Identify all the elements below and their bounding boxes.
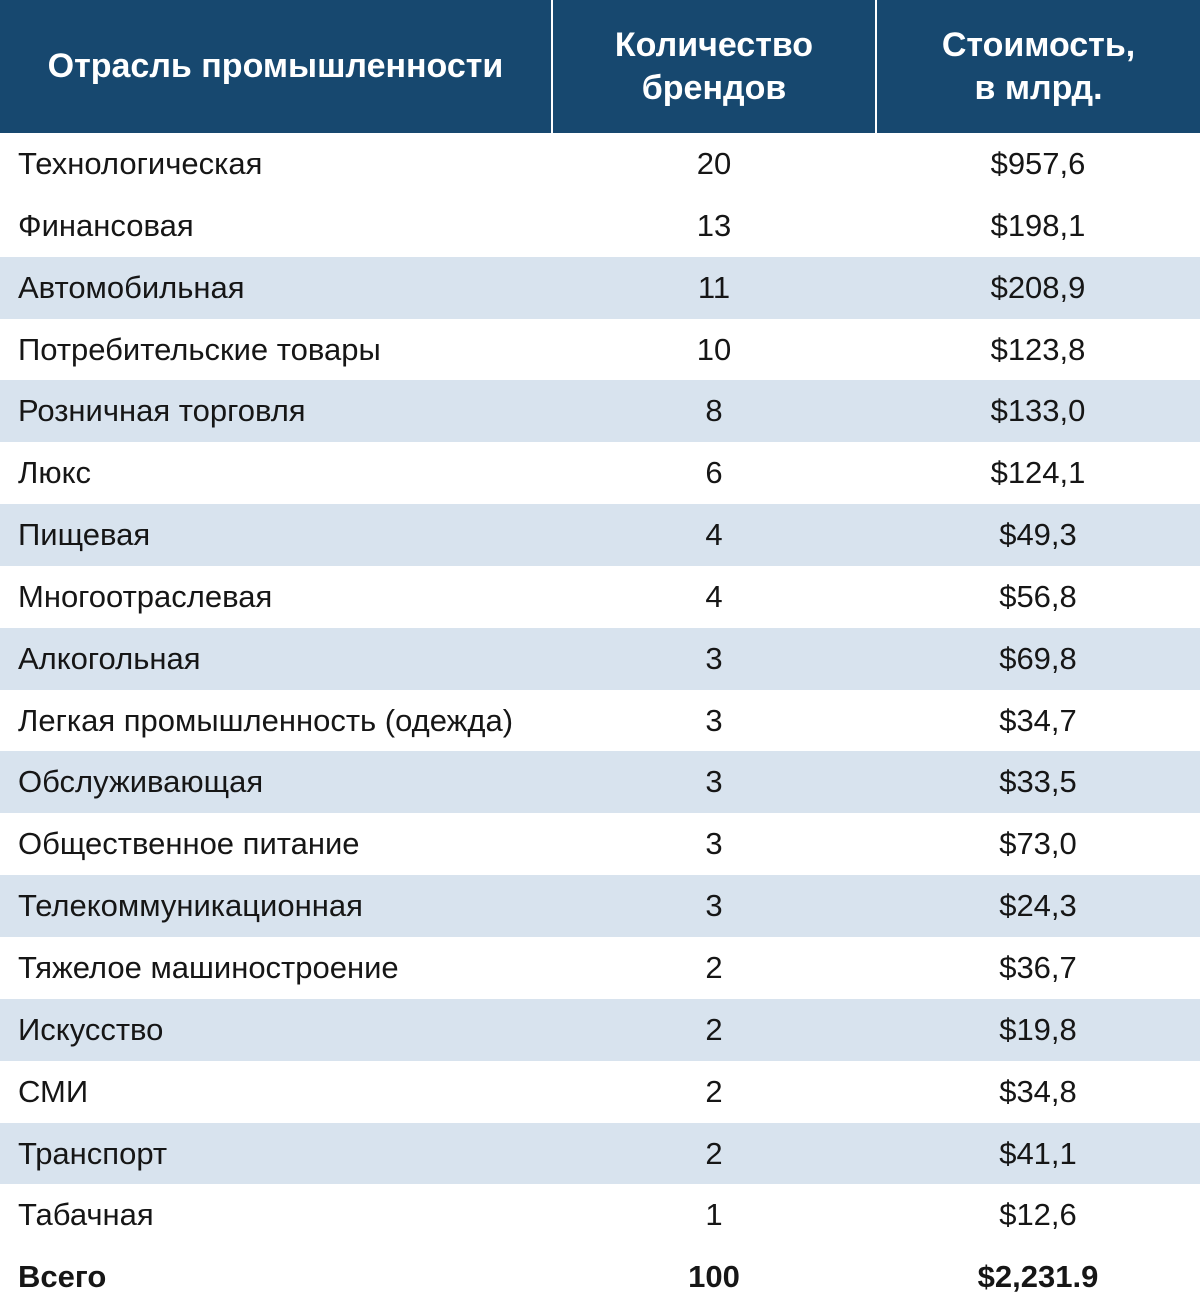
cell-industry: Многоотраслевая bbox=[0, 566, 552, 628]
cell-industry: Пищевая bbox=[0, 504, 552, 566]
cell-value: $124,1 bbox=[876, 442, 1200, 504]
cell-brands: 6 bbox=[552, 442, 876, 504]
table-row: Пищевая4$49,3 bbox=[0, 504, 1200, 566]
cell-value: $49,3 bbox=[876, 504, 1200, 566]
table-total-row: Всего100$2,231.9 bbox=[0, 1246, 1200, 1308]
cell-brands: 3 bbox=[552, 690, 876, 752]
cell-value: $19,8 bbox=[876, 999, 1200, 1061]
header-brands-label-line2: брендов bbox=[642, 69, 786, 107]
cell-value: $34,7 bbox=[876, 690, 1200, 752]
header-value: Стоимость, в млрд. bbox=[876, 0, 1200, 133]
cell-value: $208,9 bbox=[876, 257, 1200, 319]
table-row: Обслуживающая3$33,5 bbox=[0, 751, 1200, 813]
table-row: Технологическая20$957,6 bbox=[0, 133, 1200, 195]
table-row: Телекоммуникационная3$24,3 bbox=[0, 875, 1200, 937]
table-row: Люкс6$124,1 bbox=[0, 442, 1200, 504]
cell-brands: 3 bbox=[552, 628, 876, 690]
cell-value: $12,6 bbox=[876, 1184, 1200, 1246]
cell-value: $34,8 bbox=[876, 1061, 1200, 1123]
cell-industry: Люкс bbox=[0, 442, 552, 504]
cell-value: $198,1 bbox=[876, 195, 1200, 257]
table-row: Транспорт2$41,1 bbox=[0, 1123, 1200, 1185]
cell-value: $957,6 bbox=[876, 133, 1200, 195]
header-value-label-line1: Стоимость, bbox=[942, 26, 1135, 64]
cell-brands: 1 bbox=[552, 1184, 876, 1246]
cell-industry: Потребительские товары bbox=[0, 319, 552, 381]
cell-brands: 4 bbox=[552, 504, 876, 566]
table-row: Тяжелое машиностроение2$36,7 bbox=[0, 937, 1200, 999]
cell-industry: Алкогольная bbox=[0, 628, 552, 690]
cell-industry: Табачная bbox=[0, 1184, 552, 1246]
cell-brands: 10 bbox=[552, 319, 876, 381]
cell-industry: Розничная торговля bbox=[0, 380, 552, 442]
cell-brands: 3 bbox=[552, 751, 876, 813]
table-row: Общественное питание3$73,0 bbox=[0, 813, 1200, 875]
table-row: Автомобильная11$208,9 bbox=[0, 257, 1200, 319]
cell-value: $133,0 bbox=[876, 380, 1200, 442]
table-body: Технологическая20$957,6Финансовая13$198,… bbox=[0, 133, 1200, 1308]
table-row: СМИ2$34,8 bbox=[0, 1061, 1200, 1123]
table-row: Легкая промышленность (одежда)3$34,7 bbox=[0, 690, 1200, 752]
cell-value: $24,3 bbox=[876, 875, 1200, 937]
cell-industry: Автомобильная bbox=[0, 257, 552, 319]
header-brands: Количество брендов bbox=[552, 0, 876, 133]
cell-value: $33,5 bbox=[876, 751, 1200, 813]
header-industry: Отрасль промышленности bbox=[0, 0, 552, 133]
total-label: Всего bbox=[0, 1246, 552, 1308]
cell-value: $36,7 bbox=[876, 937, 1200, 999]
cell-value: $123,8 bbox=[876, 319, 1200, 381]
cell-industry: Общественное питание bbox=[0, 813, 552, 875]
cell-industry: Обслуживающая bbox=[0, 751, 552, 813]
cell-industry: Искусство bbox=[0, 999, 552, 1061]
table-row: Финансовая13$198,1 bbox=[0, 195, 1200, 257]
cell-brands: 20 bbox=[552, 133, 876, 195]
cell-brands: 4 bbox=[552, 566, 876, 628]
cell-brands: 8 bbox=[552, 380, 876, 442]
table-row: Табачная1$12,6 bbox=[0, 1184, 1200, 1246]
cell-brands: 3 bbox=[552, 813, 876, 875]
table-row: Искусство2$19,8 bbox=[0, 999, 1200, 1061]
cell-industry: Технологическая bbox=[0, 133, 552, 195]
total-value: $2,231.9 bbox=[876, 1246, 1200, 1308]
industry-table: Отрасль промышленности Количество брендо… bbox=[0, 0, 1200, 1308]
cell-value: $73,0 bbox=[876, 813, 1200, 875]
cell-value: $41,1 bbox=[876, 1123, 1200, 1185]
cell-brands: 2 bbox=[552, 1123, 876, 1185]
cell-value: $56,8 bbox=[876, 566, 1200, 628]
table-header: Отрасль промышленности Количество брендо… bbox=[0, 0, 1200, 133]
total-brands: 100 bbox=[552, 1246, 876, 1308]
industry-table-container: Отрасль промышленности Количество брендо… bbox=[0, 0, 1200, 1308]
table-row: Алкогольная3$69,8 bbox=[0, 628, 1200, 690]
table-row: Потребительские товары10$123,8 bbox=[0, 319, 1200, 381]
header-brands-label-line1: Количество bbox=[615, 26, 813, 64]
cell-industry: Транспорт bbox=[0, 1123, 552, 1185]
cell-brands: 11 bbox=[552, 257, 876, 319]
cell-industry: Финансовая bbox=[0, 195, 552, 257]
cell-brands: 2 bbox=[552, 999, 876, 1061]
header-value-label-line2: в млрд. bbox=[974, 69, 1102, 107]
cell-brands: 2 bbox=[552, 937, 876, 999]
cell-brands: 13 bbox=[552, 195, 876, 257]
table-row: Многоотраслевая4$56,8 bbox=[0, 566, 1200, 628]
cell-industry: СМИ bbox=[0, 1061, 552, 1123]
header-industry-label: Отрасль промышленности bbox=[48, 47, 504, 85]
cell-value: $69,8 bbox=[876, 628, 1200, 690]
table-header-row: Отрасль промышленности Количество брендо… bbox=[0, 0, 1200, 133]
cell-brands: 3 bbox=[552, 875, 876, 937]
cell-industry: Легкая промышленность (одежда) bbox=[0, 690, 552, 752]
cell-brands: 2 bbox=[552, 1061, 876, 1123]
cell-industry: Тяжелое машиностроение bbox=[0, 937, 552, 999]
cell-industry: Телекоммуникационная bbox=[0, 875, 552, 937]
table-row: Розничная торговля8$133,0 bbox=[0, 380, 1200, 442]
